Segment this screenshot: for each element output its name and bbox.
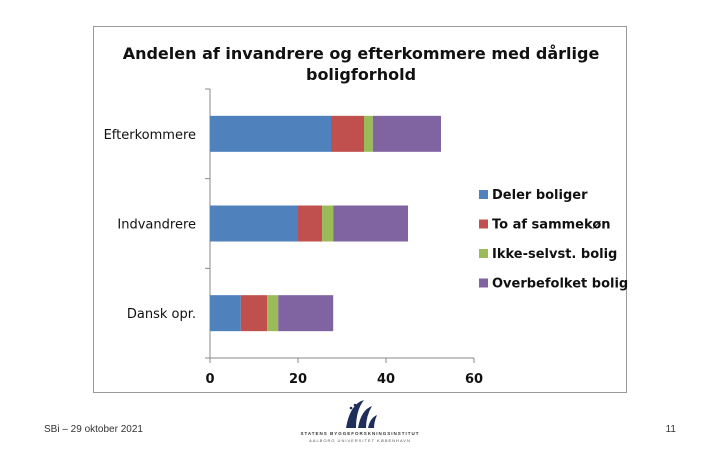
chart: Andelen af invandrere og efterkommere me…: [104, 44, 628, 387]
x-tick-label: 20: [289, 372, 307, 387]
legend-swatch: [479, 190, 488, 199]
category-label: Dansk opr.: [127, 307, 196, 322]
x-tick-label: 60: [465, 372, 483, 387]
bar-segment-2: [298, 205, 323, 242]
category-label: Efterkommere: [104, 128, 196, 143]
bar-segment-1: [210, 115, 331, 152]
chart-title-line-2: boligforhold: [306, 65, 416, 84]
bar-segment-3: [322, 205, 334, 242]
bar-segment-3: [267, 295, 279, 332]
logo-text-line1: STATENS BYGGEFORSKNINGSINSTITUT: [300, 431, 420, 436]
legend-label: Deler boliger: [492, 188, 588, 203]
legend-swatch: [479, 219, 488, 229]
legend-swatch: [479, 278, 488, 288]
footer-date: SBi – 29 oktober 2021: [44, 424, 143, 435]
chart-title-line-1: Andelen af invandrere og efterkommere me…: [123, 44, 600, 63]
institute-logo: STATENS BYGGEFORSKNINGSINSTITUT AALBORG …: [298, 398, 422, 444]
x-tick-label: 0: [205, 372, 214, 387]
bar-segment-1: [210, 295, 241, 332]
legend-label: To af sammekøn: [492, 218, 611, 233]
bar-segment-2: [331, 115, 364, 152]
legend-swatch: [479, 249, 488, 258]
category-label: Indvandrere: [117, 218, 196, 233]
legend-label: Overbefolket bolig: [492, 277, 628, 292]
bar-segment-1: [210, 205, 298, 242]
logo-emblem-icon: [346, 400, 377, 428]
bar-segment-3: [364, 115, 373, 152]
legend-label: Ikke-selvst. bolig: [492, 247, 617, 262]
x-tick-label: 40: [377, 372, 395, 387]
chart-frame: Andelen af invandrere og efterkommere me…: [93, 26, 628, 393]
logo-text-line2: AALBORG UNIVERSITET KØBENHAVN: [309, 438, 411, 443]
bar-segment-4: [372, 115, 441, 152]
page-number: 11: [665, 424, 676, 435]
bar-segment-2: [240, 295, 268, 332]
bar-segment-4: [333, 205, 408, 242]
bar-segment-4: [278, 295, 334, 332]
